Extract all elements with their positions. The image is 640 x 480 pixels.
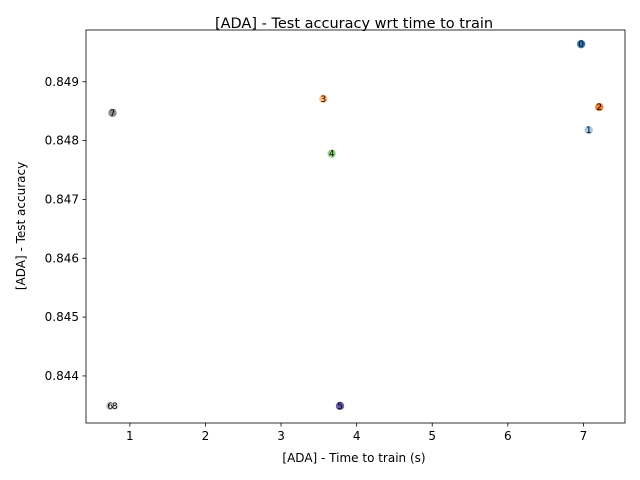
y-tick-label: 0.844 xyxy=(45,369,79,383)
y-tick-label: 0.845 xyxy=(45,310,79,324)
data-point-label: 5 xyxy=(337,402,343,412)
data-point-label: 0 xyxy=(578,40,584,50)
y-tick-label: 0.849 xyxy=(45,75,79,89)
data-point-label: 8 xyxy=(112,402,118,412)
x-axis-title: [ADA] - Time to train (s) xyxy=(282,451,425,465)
data-point xyxy=(318,94,329,104)
data-point xyxy=(107,108,118,118)
data-point-label: 2 xyxy=(596,103,602,113)
x-tick-label: 5 xyxy=(428,429,436,443)
data-point xyxy=(109,401,120,411)
x-axis: 1 2 3 4 5 6 7 xyxy=(126,423,587,443)
x-tick-label: 7 xyxy=(580,429,588,443)
y-tick-label: 0.848 xyxy=(45,134,79,148)
data-point-label: 3 xyxy=(321,95,327,105)
data-point xyxy=(335,401,345,411)
x-tick-label: 1 xyxy=(126,429,134,443)
data-point-label: 6 xyxy=(107,402,113,412)
y-tick-label: 0.847 xyxy=(45,192,79,206)
x-tick-label: 2 xyxy=(202,429,210,443)
plot-frame xyxy=(85,29,626,424)
data-point-label: 7 xyxy=(110,109,116,119)
x-tick-label: 6 xyxy=(504,429,512,443)
y-axis-title: [ADA] - Test accuracy xyxy=(14,162,28,290)
y-axis: 0.844 0.845 0.846 0.847 0.848 0.849 xyxy=(45,75,86,383)
data-point xyxy=(326,148,337,159)
data-point-label: 4 xyxy=(329,150,335,160)
y-tick-label: 0.846 xyxy=(45,251,79,265)
x-tick-label: 3 xyxy=(277,429,285,443)
data-point xyxy=(576,39,586,49)
data-point xyxy=(594,102,605,112)
plot-area xyxy=(85,29,626,424)
data-point xyxy=(583,125,594,135)
x-tick-label: 4 xyxy=(353,429,361,443)
data-point-label: 1 xyxy=(586,126,592,136)
chart-title: [ADA] - Test accuracy wrt time to train xyxy=(215,16,493,32)
data-points: 0 1 2 3 4 5 6 7 8 xyxy=(105,39,605,412)
